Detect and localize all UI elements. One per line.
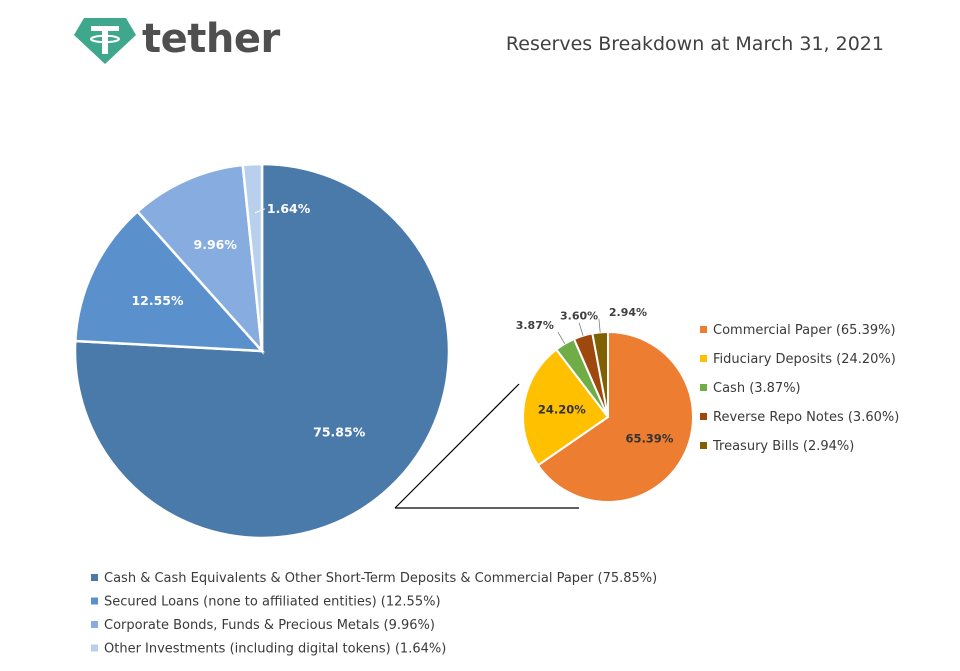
sub-pie-data-label: 65.39%: [625, 432, 673, 446]
main-legend-swatch: [91, 644, 98, 652]
pie-connector: [394, 383, 579, 509]
sub-legend-item-treasury-bills: Treasury Bills (2.94%): [712, 439, 854, 454]
main-legend-item-cash-cash-equivalents-other-short-term-deposits-commercial-paper: Cash & Cash Equivalents & Other Short-Te…: [104, 571, 657, 586]
main-pie-data-label: 1.64%: [267, 201, 311, 216]
sub-legend-swatch: [700, 326, 707, 333]
sub-legend-item-fiduciary-deposits: Fiduciary Deposits (24.20%): [713, 352, 896, 367]
sub-pie-labels: 65.39% 24.20% 3.87% 3.60% 2.94%: [516, 306, 674, 446]
main-legend-item-other-investments: Other Investments (including digital tok…: [104, 642, 446, 657]
sub-legend-swatch: [700, 413, 707, 420]
main-pie-leader-line: [254, 208, 266, 214]
sub-pie-data-label: 24.20%: [538, 403, 586, 417]
main-legend-swatch: [91, 621, 98, 628]
main-legend-item-corporate-bonds-funds-precious-metals: Corporate Bonds, Funds & Precious Metals…: [104, 618, 435, 633]
main-pie-slice-corporate-bonds-funds-precious-metals: [135, 163, 264, 355]
sub-pie-chart: [522, 330, 694, 503]
main-legend-item-secured-loans: Secured Loans (none to affiliated entiti…: [104, 595, 441, 610]
connector-top-line: [394, 383, 520, 509]
main-pie-data-label: 12.55%: [131, 293, 184, 308]
main-pie-labels: 75.85% 12.55% 9.96% 1.64%: [131, 201, 365, 440]
main-pie-slice-secured-loans: [73, 209, 265, 353]
logo-wordmark: tether: [142, 16, 280, 62]
main-pie-data-label: 75.85%: [313, 424, 366, 439]
main-pie-slice-other-investments: [241, 162, 264, 352]
sub-pie-leader-line: [557, 331, 566, 345]
main-pie-data-label: 9.96%: [194, 237, 238, 252]
sub-pie-legend: Commercial Paper (65.39%) Fiduciary Depos…: [700, 323, 899, 454]
sub-pie-leader-line: [598, 318, 601, 333]
tether-t-glyph-icon: [90, 26, 120, 54]
main-legend-swatch: [91, 574, 98, 581]
sub-legend-swatch: [700, 384, 707, 391]
sub-pie-data-label: 3.60%: [560, 310, 598, 323]
sub-pie-slice-fiduciary-deposits: [522, 348, 610, 467]
sub-pie-slice-commercial-paper: [536, 330, 694, 503]
sub-legend-swatch: [700, 355, 707, 362]
tether-logo: tether: [74, 16, 281, 64]
sub-pie-data-label: 3.87%: [516, 319, 554, 332]
main-pie-legend: Cash & Cash Equivalents & Other Short-Te…: [91, 571, 657, 657]
sub-pie-leader-line: [578, 322, 584, 336]
main-pie-chart: [73, 162, 451, 540]
main-legend-swatch: [91, 597, 98, 605]
sub-pie-data-label: 2.94%: [609, 306, 647, 319]
sub-legend-item-cash: Cash (3.87%): [713, 381, 801, 396]
sub-legend-swatch: [700, 442, 707, 449]
sub-legend-item-commercial-paper: Commercial Paper (65.39%): [713, 323, 896, 338]
chart-title: Reserves Breakdown at March 31, 2021: [506, 33, 884, 55]
sub-legend-item-reverse-repo-notes: Reverse Repo Notes (3.60%): [713, 410, 899, 425]
